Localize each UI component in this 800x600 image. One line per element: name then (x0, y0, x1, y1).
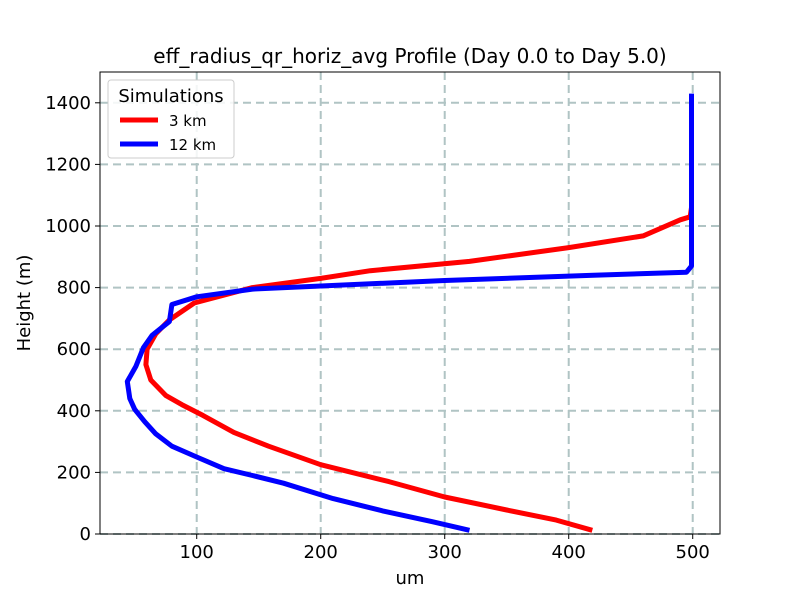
x-tick-label: 300 (428, 542, 462, 563)
y-tick-label: 800 (57, 278, 91, 299)
chart-title: eff_radius_qr_horiz_avg Profile (Day 0.0… (153, 44, 666, 68)
series-lines (124, 93, 694, 533)
y-tick-label: 400 (57, 401, 91, 422)
axis-ticks: 100 200 300 400 500 0 200 400 600 800 1000 1200 1400 (45, 93, 710, 563)
x-tick-label: 400 (552, 542, 586, 563)
y-tick-label: 200 (57, 462, 91, 483)
axes-frame (99, 71, 721, 535)
legend: Simulations 3 km 12 km (107, 79, 235, 159)
x-axis-label: um (396, 568, 425, 589)
series-line-12km (124, 93, 694, 533)
y-tick-label: 1200 (45, 154, 91, 175)
series-line-3km (143, 195, 694, 533)
legend-box (107, 79, 235, 159)
y-tick-label: 600 (57, 339, 91, 360)
y-tick-label: 1000 (45, 216, 91, 237)
y-axis-label: Height (m) (14, 255, 35, 352)
legend-title: Simulations (118, 86, 223, 107)
legend-label-12km: 12 km (169, 136, 216, 154)
x-tick-label: 500 (676, 542, 710, 563)
legend-label-3km: 3 km (169, 112, 207, 130)
x-tick-label: 200 (304, 542, 338, 563)
y-tick-label: 0 (80, 524, 91, 545)
y-tick-label: 1400 (45, 93, 91, 114)
x-tick-label: 100 (180, 542, 214, 563)
